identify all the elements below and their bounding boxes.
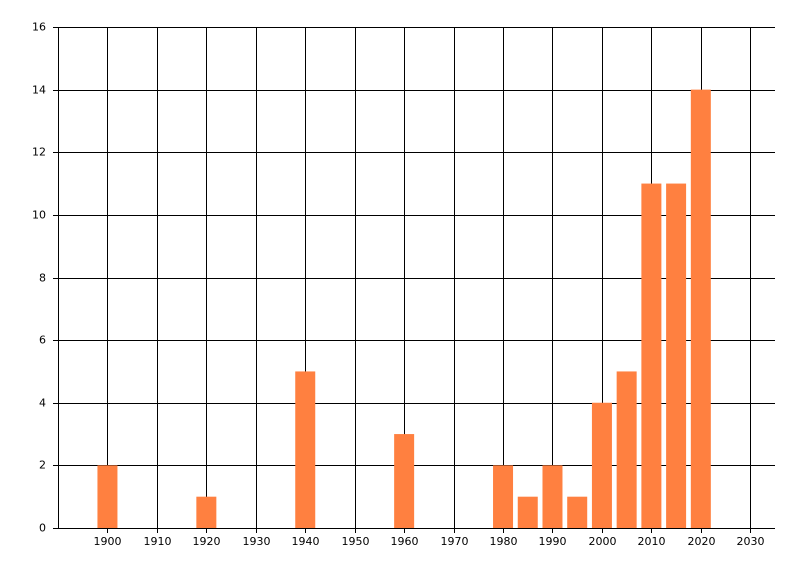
bar (517, 496, 538, 528)
y-tick-label: 10 (32, 209, 46, 222)
bar (196, 496, 217, 528)
x-tick-label: 1920 (193, 535, 221, 548)
y-tick-label: 14 (32, 84, 46, 97)
bar (394, 434, 415, 528)
y-tick-label: 16 (32, 21, 46, 34)
bar (641, 183, 662, 528)
x-tick-label: 2030 (737, 535, 765, 548)
x-tick-label: 1980 (490, 535, 518, 548)
y-tick-label: 8 (39, 272, 46, 285)
bar (666, 183, 687, 528)
x-tick-label: 1950 (342, 535, 370, 548)
x-tick-label: 1990 (539, 535, 567, 548)
x-tick-label: 2000 (589, 535, 617, 548)
x-tick-label: 1910 (144, 535, 172, 548)
bar (542, 465, 563, 528)
x-tick-label: 1970 (441, 535, 469, 548)
x-tick-label: 2010 (638, 535, 666, 548)
x-tick-label: 1900 (94, 535, 122, 548)
x-tick-label: 2020 (688, 535, 716, 548)
bar (616, 371, 637, 528)
y-tick-label: 2 (39, 459, 46, 472)
y-tick-label: 4 (39, 397, 46, 410)
y-tick-label: 0 (39, 522, 46, 535)
bar (567, 496, 588, 528)
bar (493, 465, 514, 528)
x-tick-label: 1930 (243, 535, 271, 548)
bar (690, 89, 711, 528)
x-tick-label: 1940 (292, 535, 320, 548)
y-tick-label: 6 (39, 334, 46, 347)
y-tick-label: 12 (32, 146, 46, 159)
bar (295, 371, 316, 528)
bar (97, 465, 118, 528)
bar (591, 402, 612, 528)
x-tick-label: 1960 (391, 535, 419, 548)
